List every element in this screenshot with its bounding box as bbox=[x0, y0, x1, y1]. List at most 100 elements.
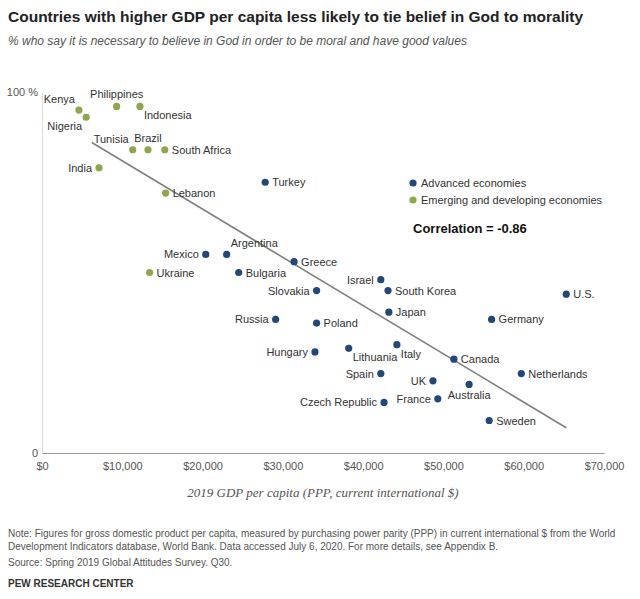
point bbox=[290, 258, 297, 265]
x-tick-label: $70,000 bbox=[585, 460, 625, 472]
x-tick-label: $50,000 bbox=[424, 460, 464, 472]
point-label: Hungary bbox=[266, 346, 308, 358]
point bbox=[262, 179, 269, 186]
point bbox=[380, 399, 387, 406]
point-label: Indonesia bbox=[144, 109, 193, 121]
point bbox=[83, 114, 90, 121]
point-label: UK bbox=[411, 375, 427, 387]
point-label: Sweden bbox=[496, 415, 536, 427]
point bbox=[377, 370, 384, 377]
point bbox=[129, 146, 136, 153]
point-label: South Korea bbox=[395, 285, 457, 297]
y-tick-label: 100 % bbox=[7, 86, 38, 98]
point bbox=[486, 417, 493, 424]
point-label: Ukraine bbox=[157, 267, 195, 279]
point bbox=[144, 146, 151, 153]
point-label: U.S. bbox=[573, 288, 594, 300]
note: Development Indicators database, World B… bbox=[8, 541, 498, 552]
point-label: Canada bbox=[461, 353, 500, 365]
point-label: Lebanon bbox=[173, 187, 216, 199]
point bbox=[450, 356, 457, 363]
x-tick-label: $30,000 bbox=[263, 460, 303, 472]
point bbox=[136, 103, 143, 110]
point-label: Tunisia bbox=[94, 133, 130, 145]
annotation: Correlation = -0.86 bbox=[413, 221, 527, 236]
point-label: Italy bbox=[401, 348, 422, 360]
point bbox=[393, 341, 400, 348]
subtitle: % who say it is necessary to believe in … bbox=[8, 34, 467, 48]
point-label: Turkey bbox=[272, 176, 306, 188]
point bbox=[434, 395, 441, 402]
point bbox=[223, 251, 230, 258]
point-label: Philippines bbox=[90, 88, 144, 100]
chart: Countries with higher GDP per capita les… bbox=[0, 0, 640, 599]
point-label: Argentina bbox=[231, 237, 279, 249]
x-tick: $60,000 bbox=[504, 453, 544, 472]
title: Countries with higher GDP per capita les… bbox=[8, 8, 583, 25]
point-label: South Africa bbox=[172, 144, 232, 156]
x-tick-label: $0 bbox=[36, 460, 48, 472]
x-tick-label: $20,000 bbox=[183, 460, 223, 472]
point-label: India bbox=[68, 162, 93, 174]
legend-label: Advanced economies bbox=[421, 177, 527, 189]
point-label: Australia bbox=[448, 389, 492, 401]
legend-marker bbox=[409, 196, 416, 203]
point-label: Czech Republic bbox=[300, 396, 378, 408]
x-axis-title: 2019 GDP per capita (PPP, current intern… bbox=[187, 485, 458, 500]
credit: PEW RESEARCH CENTER bbox=[8, 578, 134, 589]
series-points bbox=[202, 179, 570, 424]
point bbox=[385, 309, 392, 316]
point-label: Russia bbox=[235, 313, 270, 325]
point-label: Greece bbox=[301, 256, 337, 268]
point-label: Netherlands bbox=[528, 368, 588, 380]
point bbox=[146, 269, 153, 276]
x-tick: $20,000 bbox=[183, 453, 223, 472]
note: Note: Figures for gross domestic product… bbox=[8, 528, 615, 539]
point bbox=[75, 106, 82, 113]
x-tick: $30,000 bbox=[263, 453, 303, 472]
point bbox=[235, 269, 242, 276]
x-tick: $70,000 bbox=[585, 453, 625, 472]
point bbox=[95, 164, 102, 171]
y-axis-line bbox=[42, 93, 43, 454]
y-tick: 0 bbox=[32, 447, 42, 459]
point bbox=[466, 381, 473, 388]
legend: Advanced economies Emerging and developin… bbox=[409, 177, 602, 206]
source: Source: Spring 2019 Global Attitudes Sur… bbox=[8, 557, 232, 568]
point-label: Kenya bbox=[44, 93, 76, 105]
point bbox=[313, 287, 320, 294]
x-tick: $50,000 bbox=[424, 453, 464, 472]
point-label: Japan bbox=[396, 306, 426, 318]
y-tick-label: 0 bbox=[32, 447, 38, 459]
point bbox=[272, 316, 279, 323]
y-axis: 0 100 % bbox=[7, 86, 43, 459]
point bbox=[313, 319, 320, 326]
point bbox=[488, 316, 495, 323]
point bbox=[377, 276, 384, 283]
point bbox=[429, 377, 436, 384]
point-label: Brazil bbox=[134, 132, 162, 144]
point bbox=[161, 146, 168, 153]
point-label: Mexico bbox=[164, 248, 199, 260]
point-label: Germany bbox=[499, 313, 545, 325]
point-labels: TurkeyMexicoArgentinaGreeceBulgariaSlova… bbox=[44, 88, 595, 426]
legend-label: Emerging and developing economies bbox=[421, 194, 603, 206]
x-tick: $40,000 bbox=[344, 453, 384, 472]
point-label: Bulgaria bbox=[246, 267, 287, 279]
x-tick-label: $40,000 bbox=[344, 460, 384, 472]
point-label: Poland bbox=[324, 317, 358, 329]
x-tick-label: $60,000 bbox=[504, 460, 544, 472]
point-label: France bbox=[397, 393, 431, 405]
x-tick-label: $10,000 bbox=[103, 460, 143, 472]
point-label: Israel bbox=[347, 274, 374, 286]
point bbox=[563, 291, 570, 298]
series-points bbox=[75, 103, 169, 276]
x-tick: $10,000 bbox=[103, 453, 143, 472]
point-label: Spain bbox=[346, 368, 374, 380]
point bbox=[162, 189, 169, 196]
point bbox=[518, 370, 525, 377]
trend-line bbox=[92, 143, 566, 428]
point-label: Nigeria bbox=[47, 120, 83, 132]
x-axis: $0 $10,000 $20,000 $30,000 $40,000 $50,000 $60… bbox=[36, 453, 624, 472]
point bbox=[113, 103, 120, 110]
